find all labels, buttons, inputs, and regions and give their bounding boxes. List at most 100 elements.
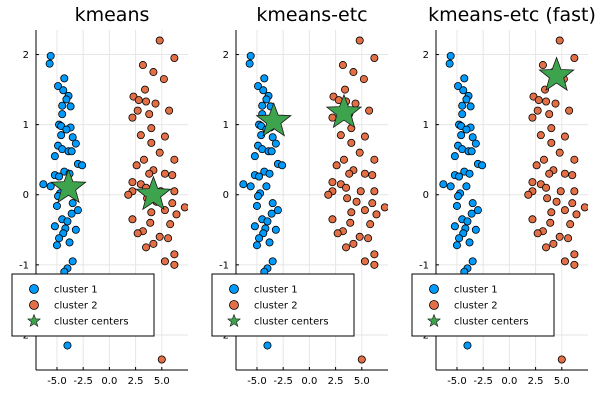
data-point bbox=[151, 99, 160, 108]
data-point bbox=[170, 187, 179, 196]
data-point bbox=[147, 208, 156, 217]
data-point bbox=[271, 139, 280, 148]
data-point bbox=[460, 74, 469, 83]
x-tick-label: -5.0 bbox=[447, 376, 467, 387]
data-point bbox=[360, 206, 369, 215]
data-point bbox=[568, 199, 577, 208]
data-point bbox=[545, 110, 554, 119]
data-point bbox=[528, 215, 537, 224]
data-point bbox=[142, 97, 151, 106]
data-point bbox=[134, 96, 143, 105]
data-point bbox=[246, 182, 255, 191]
y-tick-label: 2 bbox=[223, 50, 229, 61]
panel-2: kmeans-etc-5.0-2.50.02.55.0-2-1012cluste… bbox=[211, 4, 388, 387]
data-point bbox=[132, 161, 141, 170]
data-point bbox=[551, 99, 560, 108]
data-point bbox=[68, 257, 77, 266]
data-point bbox=[468, 257, 477, 266]
data-point bbox=[155, 232, 164, 241]
data-point bbox=[128, 113, 137, 122]
data-point bbox=[259, 86, 268, 95]
data-point bbox=[138, 61, 147, 70]
legend-label: cluster centers bbox=[54, 317, 129, 328]
data-point bbox=[160, 132, 169, 141]
legend-label: cluster 2 bbox=[54, 301, 98, 312]
data-point bbox=[254, 192, 263, 201]
data-point bbox=[368, 171, 377, 180]
x-tick-label: -2.5 bbox=[73, 376, 93, 387]
data-point bbox=[170, 250, 179, 259]
data-point bbox=[532, 161, 541, 170]
data-point bbox=[338, 61, 347, 70]
data-point bbox=[542, 243, 551, 252]
data-point bbox=[278, 161, 287, 170]
legend-label: cluster 1 bbox=[454, 285, 498, 296]
data-point bbox=[467, 209, 476, 218]
data-point bbox=[445, 59, 454, 68]
data-point bbox=[355, 148, 364, 157]
x-tick-label: 0.0 bbox=[101, 376, 117, 387]
data-point bbox=[342, 183, 351, 192]
data-point bbox=[534, 96, 543, 105]
data-point bbox=[446, 182, 455, 191]
data-point bbox=[352, 197, 361, 206]
cluster-center-marker bbox=[50, 168, 87, 204]
data-point bbox=[462, 95, 471, 104]
data-point bbox=[164, 234, 173, 243]
data-point bbox=[552, 197, 561, 206]
plot-area bbox=[439, 36, 588, 364]
x-tick-label: 2.5 bbox=[528, 376, 544, 387]
data-point bbox=[273, 206, 282, 215]
x-tick-label: -2.5 bbox=[273, 376, 293, 387]
data-point bbox=[380, 203, 388, 212]
data-point bbox=[347, 138, 356, 147]
data-point bbox=[450, 222, 459, 231]
data-point bbox=[159, 75, 168, 84]
data-point bbox=[345, 169, 354, 178]
data-point bbox=[39, 180, 48, 189]
data-point bbox=[364, 234, 373, 243]
data-point bbox=[370, 250, 379, 259]
data-point bbox=[336, 131, 345, 140]
data-point bbox=[54, 82, 63, 91]
data-point bbox=[467, 147, 476, 156]
data-point bbox=[133, 229, 142, 238]
data-point bbox=[539, 155, 548, 164]
data-point bbox=[355, 232, 364, 241]
data-point bbox=[180, 203, 188, 212]
data-point bbox=[468, 133, 477, 142]
data-point bbox=[556, 187, 565, 196]
data-point bbox=[546, 218, 555, 227]
data-point bbox=[463, 341, 472, 350]
data-point bbox=[155, 36, 164, 45]
data-point bbox=[566, 220, 575, 229]
data-point bbox=[452, 201, 461, 210]
data-point bbox=[65, 238, 74, 247]
data-point bbox=[473, 206, 482, 215]
data-point bbox=[365, 106, 374, 115]
data-point bbox=[560, 206, 569, 215]
data-point bbox=[73, 206, 82, 215]
data-point bbox=[528, 113, 537, 122]
y-tick-label: -1 bbox=[219, 260, 229, 271]
data-point bbox=[570, 187, 579, 196]
data-point bbox=[268, 257, 277, 266]
data-point bbox=[157, 355, 166, 364]
data-point bbox=[68, 199, 77, 208]
data-point bbox=[468, 199, 477, 208]
data-point bbox=[160, 169, 169, 178]
data-point bbox=[528, 178, 537, 187]
x-tick-label: 0.0 bbox=[301, 376, 317, 387]
data-point bbox=[452, 241, 461, 250]
data-point bbox=[170, 260, 179, 269]
data-point bbox=[71, 139, 80, 148]
data-point bbox=[147, 138, 156, 147]
data-point bbox=[356, 187, 365, 196]
data-point bbox=[446, 51, 455, 60]
data-point bbox=[68, 133, 77, 142]
data-point bbox=[324, 190, 333, 199]
legend-circle-icon bbox=[29, 284, 39, 294]
data-point bbox=[370, 54, 379, 63]
data-point bbox=[580, 203, 588, 212]
